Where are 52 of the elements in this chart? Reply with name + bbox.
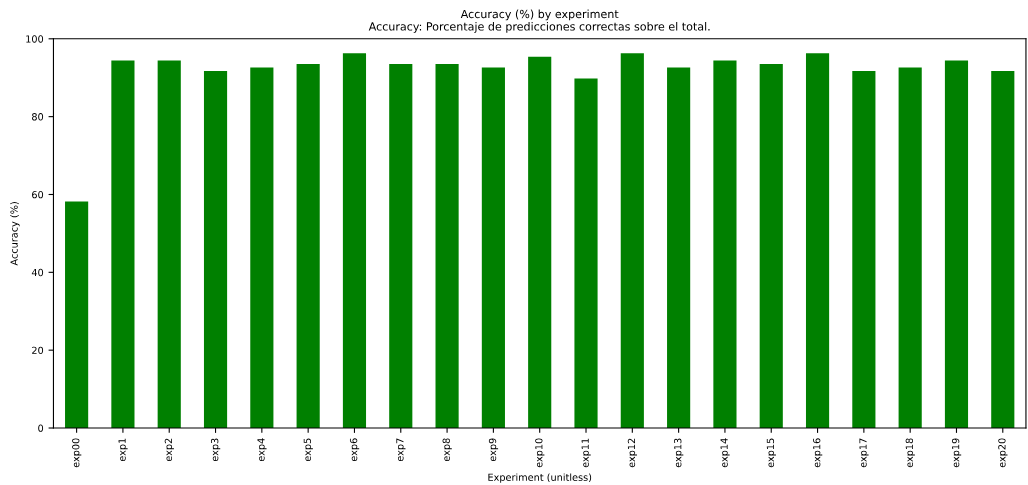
x-tick-label: exp7 xyxy=(396,438,406,462)
x-tick-label: exp19 xyxy=(951,438,962,468)
y-tick-label: 40 xyxy=(31,268,44,277)
bar xyxy=(667,67,691,429)
x-tick-label: exp00 xyxy=(72,438,82,468)
y-tick-label: 0 xyxy=(38,424,44,432)
bar xyxy=(759,64,783,429)
x-tick-label: exp1 xyxy=(118,438,128,462)
bar xyxy=(944,60,969,429)
x-tick-label: exp20 xyxy=(998,438,1008,468)
y-tick-label: 60 xyxy=(32,190,44,199)
bar xyxy=(203,71,228,429)
bar xyxy=(111,60,135,429)
y-tick-label: 20 xyxy=(32,346,44,354)
x-tick-label: exp16 xyxy=(813,438,823,468)
bar xyxy=(481,67,505,429)
bar xyxy=(342,53,367,429)
x-tick-label: exp10 xyxy=(535,438,545,468)
x-tick-label: exp12 xyxy=(627,438,638,468)
x-axis-title: Experiment (unitless) xyxy=(488,473,592,483)
chart-title: Accuracy (%) by experiment xyxy=(460,9,619,21)
bar xyxy=(435,64,459,429)
bar xyxy=(250,67,274,429)
bar xyxy=(852,71,876,429)
x-tick-label: exp4 xyxy=(257,438,267,462)
x-tick-label: exp2 xyxy=(164,438,174,462)
bar xyxy=(713,60,737,429)
x-tick-label: exp5 xyxy=(303,438,313,462)
bar xyxy=(296,64,320,429)
x-tick-label: exp14 xyxy=(720,438,730,468)
bar xyxy=(528,56,552,429)
x-tick-label: exp18 xyxy=(905,438,915,468)
bar xyxy=(574,78,598,429)
bar xyxy=(898,67,922,429)
chart-subtitle: Accuracy: Porcentaje de predicciones correctas sobre el total. xyxy=(368,22,710,33)
x-tick-label: exp9 xyxy=(488,438,499,462)
x-tick-label: exp15 xyxy=(766,438,776,468)
x-tick-label: exp11 xyxy=(581,438,591,468)
x-tick-label: exp3 xyxy=(211,438,221,462)
x-tick-label: exp6 xyxy=(349,438,360,462)
x-tick-label: exp13 xyxy=(674,438,684,468)
bar xyxy=(65,201,89,429)
y-tick-label: 100 xyxy=(26,35,44,43)
bar xyxy=(389,64,413,429)
y-axis-title: Accuracy (%) xyxy=(10,202,20,266)
x-tick-label: exp8 xyxy=(442,438,452,462)
bar xyxy=(991,71,1015,429)
y-tick-label: 80 xyxy=(32,113,44,121)
x-tick-label: exp17 xyxy=(859,438,869,468)
bar xyxy=(157,60,181,429)
bar xyxy=(805,53,830,429)
bar xyxy=(620,53,644,429)
